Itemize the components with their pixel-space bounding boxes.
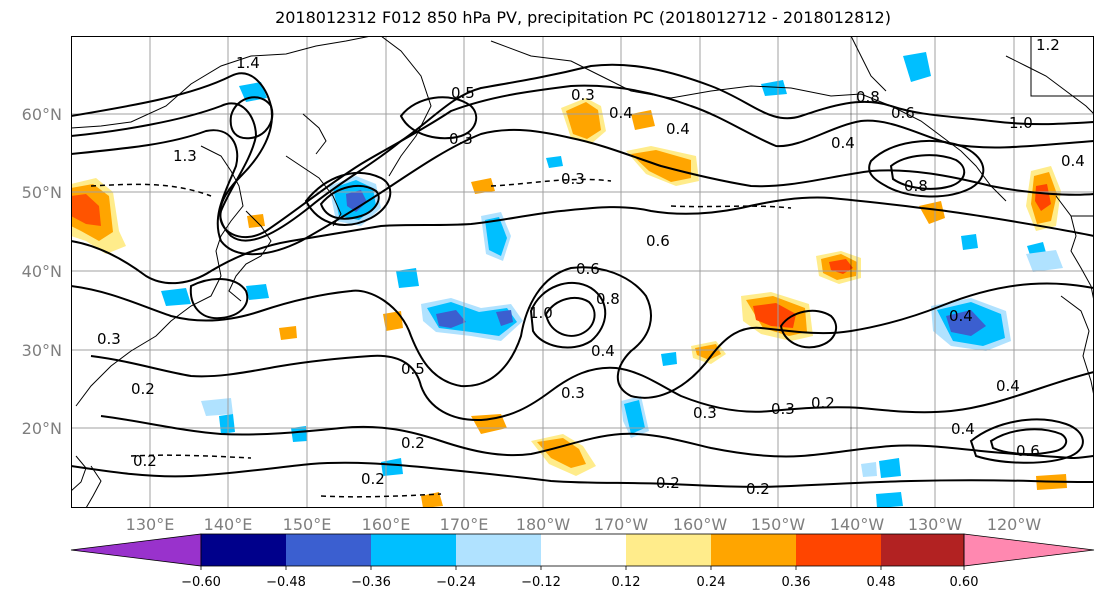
contour-label: 0.3 bbox=[97, 330, 121, 348]
contour-label: 0.2 bbox=[811, 394, 835, 412]
colorbar-segment bbox=[541, 534, 626, 566]
lat-label-60n: 60°N bbox=[21, 105, 62, 124]
contour-label: 0.2 bbox=[656, 474, 680, 492]
contour-label: 0.8 bbox=[596, 290, 620, 308]
lon-label-170e: 170°E bbox=[439, 515, 489, 534]
contour-label: 0.4 bbox=[949, 307, 973, 325]
contour-label: 1.0 bbox=[1009, 114, 1033, 132]
colorbar-tick-label: −0.48 bbox=[266, 575, 306, 590]
lon-label-130e: 130°E bbox=[125, 515, 175, 534]
contour-label: 0.3 bbox=[449, 130, 473, 148]
colorbar-extend-low bbox=[70, 533, 202, 567]
colorbar-extend-high bbox=[963, 533, 1095, 567]
contour-label: 0.8 bbox=[904, 177, 928, 195]
colorbar-tick-label: −0.60 bbox=[181, 575, 221, 590]
colorbar-segment bbox=[456, 534, 541, 566]
lat-label-30n: 30°N bbox=[21, 341, 62, 360]
contour-label: 0.2 bbox=[401, 434, 425, 452]
contour-label: 0.8 bbox=[856, 88, 880, 106]
contour-label: 0.4 bbox=[609, 104, 633, 122]
contour-label: 1.0 bbox=[529, 304, 553, 322]
lon-label-140w: 140°W bbox=[829, 515, 885, 534]
colorbar-tick-label: −0.24 bbox=[436, 575, 476, 590]
lon-label-120w: 120°W bbox=[986, 515, 1042, 534]
map-title: 2018012312 F012 850 hPa PV, precipitatio… bbox=[275, 8, 891, 27]
contour-label: 0.4 bbox=[831, 134, 855, 152]
colorbar-tick-label: 0.36 bbox=[782, 575, 811, 590]
contour-label: 0.4 bbox=[996, 377, 1020, 395]
contour-label: 0.6 bbox=[646, 232, 670, 250]
lon-label-140e: 140°E bbox=[203, 515, 253, 534]
contour-label: 0.5 bbox=[451, 84, 475, 102]
colorbar-segment bbox=[881, 534, 964, 566]
contour-label: 0.3 bbox=[771, 400, 795, 418]
contour-label: 0.3 bbox=[561, 170, 585, 188]
negative-precip-shading bbox=[161, 52, 1063, 508]
contour-label: 0.3 bbox=[571, 86, 595, 104]
contour-label: 0.4 bbox=[951, 420, 975, 438]
contour-label: 0.2 bbox=[133, 452, 157, 470]
lat-label-20n: 20°N bbox=[21, 419, 62, 438]
lat-label-40n: 40°N bbox=[21, 262, 62, 281]
lon-label-170w: 170°W bbox=[593, 515, 649, 534]
contour-label: 1.2 bbox=[1036, 36, 1060, 54]
contour-label: 0.2 bbox=[746, 480, 770, 498]
lon-label-160w: 160°W bbox=[672, 515, 728, 534]
colorbar-segment bbox=[371, 534, 456, 566]
contour-label: 0.3 bbox=[561, 384, 585, 402]
colorbar-segment bbox=[796, 534, 881, 566]
colorbar-segment bbox=[626, 534, 711, 566]
colorbar-tick-label: 0.12 bbox=[612, 575, 641, 590]
contour-label: 0.3 bbox=[693, 404, 717, 422]
colorbar-tick-label: 0.24 bbox=[697, 575, 726, 590]
contour-label: 0.2 bbox=[361, 470, 385, 488]
colorbar-segment bbox=[201, 534, 286, 566]
colorbar-tick-label: −0.12 bbox=[521, 575, 561, 590]
lon-label-150e: 150°E bbox=[282, 515, 332, 534]
colorbar-tick-label: 0.60 bbox=[950, 575, 979, 590]
pv-precip-map: 1.4 0.5 0.3 1.3 0.3 0.2 0.2 0.3 0.4 0.3 … bbox=[71, 36, 1094, 508]
contour-labels: 1.4 0.5 0.3 1.3 0.3 0.2 0.2 0.3 0.4 0.3 … bbox=[97, 36, 1085, 498]
colorbar-segment bbox=[286, 534, 371, 566]
contour-label: 1.3 bbox=[173, 147, 197, 165]
contour-label: 0.2 bbox=[131, 380, 155, 398]
lon-label-160e: 160°E bbox=[361, 515, 411, 534]
lon-label-150w: 150°W bbox=[750, 515, 806, 534]
colorbar-segment bbox=[711, 534, 796, 566]
colorbar: −0.60 −0.48 −0.36 −0.24 −0.12 0.12 0.24 … bbox=[70, 533, 1095, 590]
colorbar-tick-label: 0.48 bbox=[867, 575, 896, 590]
contour-label: 0.6 bbox=[1016, 442, 1040, 460]
lon-label-130w: 130°W bbox=[907, 515, 963, 534]
contour-label: 0.6 bbox=[576, 260, 600, 278]
pv-dashed-contours bbox=[90, 178, 792, 498]
lat-label-50n: 50°N bbox=[21, 183, 62, 202]
contour-label: 0.4 bbox=[591, 342, 615, 360]
contour-label: 0.4 bbox=[666, 120, 690, 138]
pv-contours bbox=[71, 63, 1094, 488]
contour-label: 0.5 bbox=[401, 360, 425, 378]
contour-label: 1.4 bbox=[236, 54, 260, 72]
colorbar-tick-label: −0.36 bbox=[351, 575, 391, 590]
lon-label-180w: 180°W bbox=[515, 515, 571, 534]
contour-label: 0.4 bbox=[1061, 152, 1085, 170]
contour-label: 0.6 bbox=[891, 104, 915, 122]
